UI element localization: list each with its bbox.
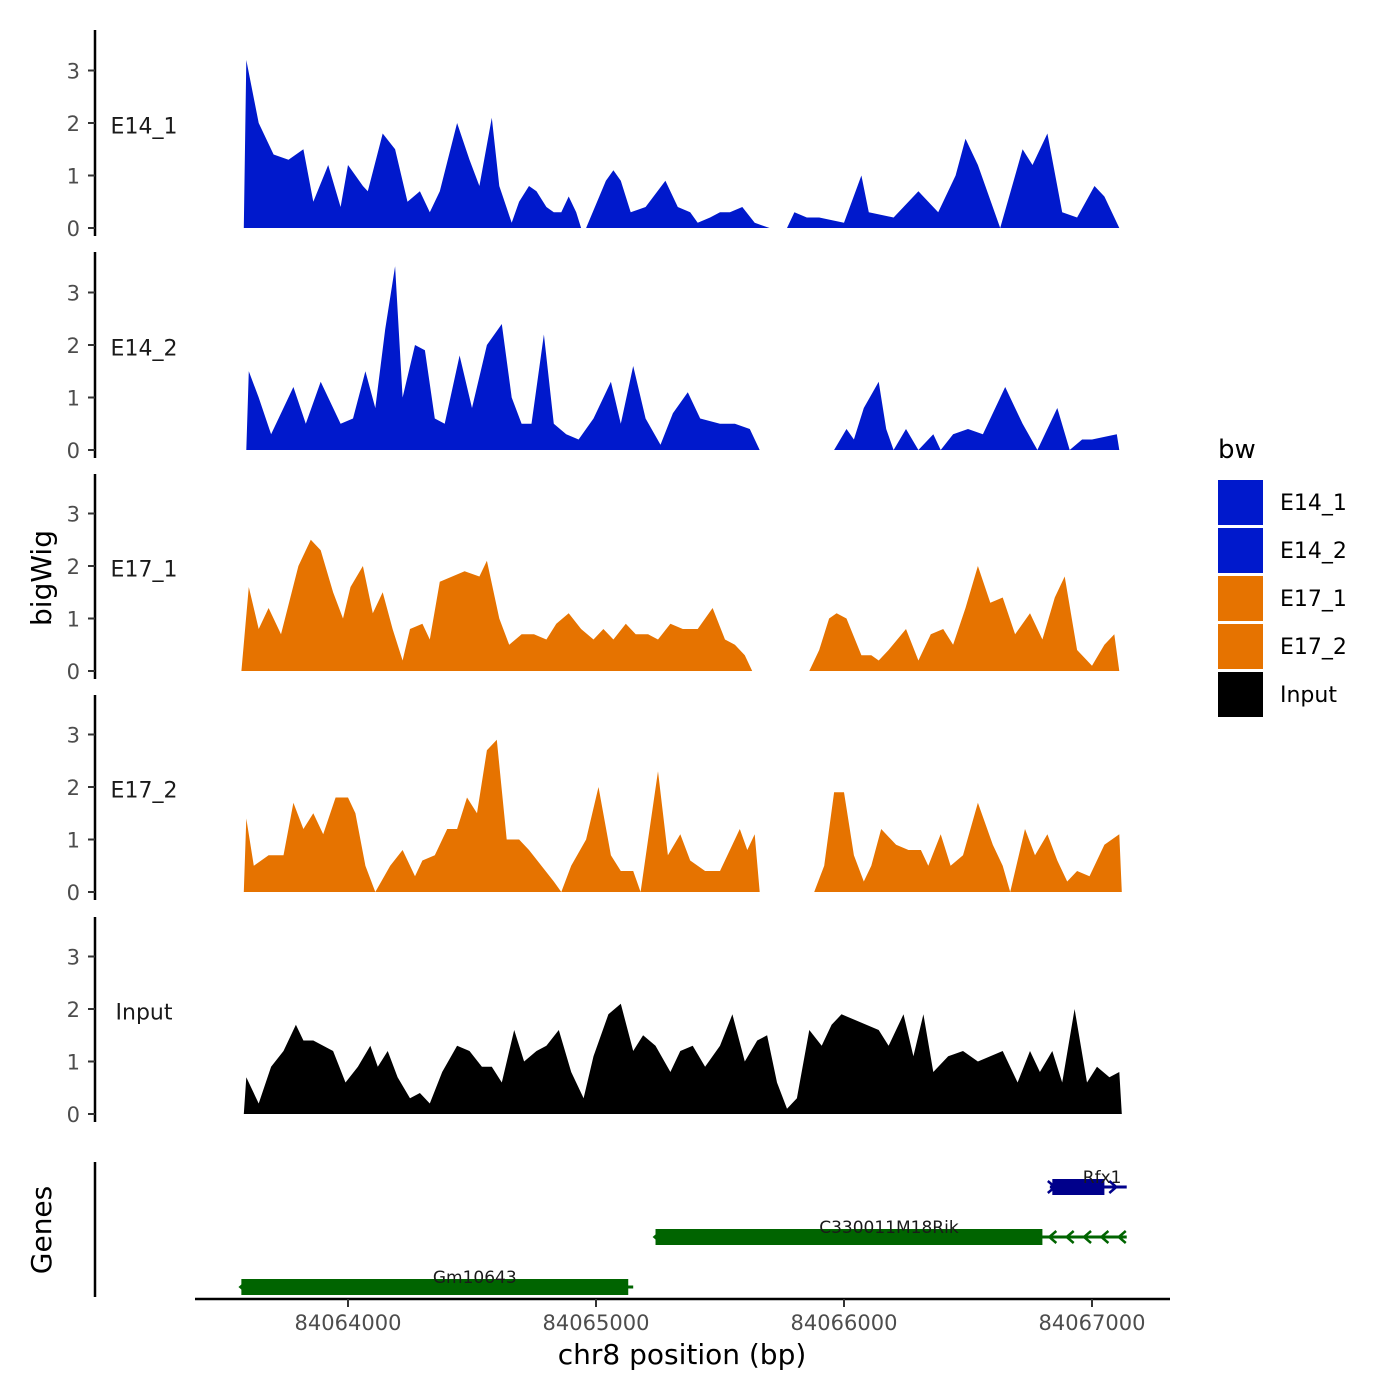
legend-swatch [1218,528,1263,573]
strand-arrow [1047,1230,1058,1244]
legend-item: Input [1218,672,1337,717]
coverage-area [809,566,1120,671]
coverage-area [814,792,1122,892]
coverage-area [834,381,1120,450]
legend-item: E14_1 [1218,480,1347,525]
x-tick-label: 84065000 [543,1311,650,1335]
legend: bw E14_1 E14_2 E17_1 E17_2 Input [1218,435,1347,717]
x-axis: 84064000 84065000 84066000 84067000 chr8 po… [195,1297,1170,1371]
legend-label: Input [1280,683,1337,708]
legend-swatch [1218,480,1263,525]
y-tick-label: 3 [67,60,80,84]
strand-arrow [1047,1180,1057,1194]
gene-exon-block [241,1279,629,1295]
coverage-area [246,266,760,450]
y-tick-label: 2 [67,555,80,579]
legend-title: bw [1218,435,1256,465]
gene-label: Rfx1 [1083,1168,1122,1188]
track-label: Input [116,1001,173,1026]
coverage-area [243,1003,1122,1114]
gene-label: C330011M18Rik [819,1218,959,1238]
legend-item: E17_2 [1218,624,1347,669]
y-tick-label: 0 [67,1103,80,1127]
track-label: E17_1 [111,558,178,583]
coverage-area [787,133,1120,228]
strand-arrow [1116,1230,1127,1244]
track-label: E14_2 [111,337,178,362]
y-tick-label: 2 [67,998,80,1022]
track-e17-1: 0 1 2 3 E17_1 [67,474,1120,684]
coverage-tracks: 0 1 2 3 E14_1 0 1 2 3 E14_2 0 1 2 3 E17_1 0 1 2 3 E17_2 0 1 2 3… [67,30,1122,1127]
x-axis-title: chr8 position (bp) [558,1338,807,1371]
genes-panel: Genes Rfx1 C330011M18Rik Gm10643 [25,1162,1127,1297]
y-tick-label: 0 [67,881,80,905]
coverage-area [243,60,582,228]
legend-item: E14_2 [1218,528,1347,573]
y-tick-label: 3 [67,946,80,970]
y-tick-label: 2 [67,776,80,800]
y-tick-label: 2 [67,112,80,136]
track-e17-2: 0 1 2 3 E17_2 [67,695,1122,905]
y-tick-label: 0 [67,217,80,241]
legend-label: E14_1 [1280,491,1347,516]
legend-label: E17_1 [1280,587,1347,612]
track-e14-1: 0 1 2 3 E14_1 [67,30,1120,241]
track-label: E14_1 [111,115,178,140]
gene-annotations: Rfx1 C330011M18Rik Gm10643 [238,1168,1127,1295]
y-tick-label: 3 [67,724,80,748]
legend-label: E14_2 [1280,539,1347,564]
legend-item: E17_1 [1218,576,1347,621]
legend-swatch [1218,576,1263,621]
y-tick-label: 0 [67,439,80,463]
y-tick-label: 1 [67,1051,80,1075]
genes-panel-title: Genes [25,1186,58,1274]
coverage-area [241,539,753,671]
gene-rfx1: Rfx1 [1047,1168,1127,1195]
strand-arrow [238,1280,249,1294]
y-tick-label: 0 [67,660,80,684]
x-tick-label: 84067000 [1039,1311,1146,1335]
gene-label: Gm10643 [433,1268,517,1288]
y-axis-title: bigWig [25,530,58,626]
y-tick-label: 3 [67,282,80,306]
gene-exon-block [655,1229,1043,1245]
y-tick-label: 3 [67,503,80,527]
x-tick-label: 84066000 [791,1311,898,1335]
y-tick-label: 1 [67,165,80,189]
coverage-area [586,170,770,228]
gene-exon-block [1052,1179,1105,1195]
legend-swatch [1218,672,1263,717]
track-label: E17_2 [111,779,178,804]
track-e14-2: 0 1 2 3 E14_2 [67,252,1120,463]
track-input: 0 1 2 3 Input [67,917,1122,1127]
strand-arrow [652,1230,663,1244]
legend-swatch [1218,624,1263,669]
strand-arrow [1099,1230,1110,1244]
y-tick-label: 1 [67,608,80,632]
legend-label: E17_2 [1280,635,1347,660]
y-tick-label: 2 [67,334,80,358]
strand-arrow [1108,1180,1119,1194]
y-tick-label: 1 [67,387,80,411]
coverage-area [243,739,760,892]
x-tick-label: 84064000 [295,1311,402,1335]
y-tick-label: 1 [67,829,80,853]
gene-gm10643: Gm10643 [238,1268,634,1295]
gene-c330011m18rik: C330011M18Rik [652,1218,1127,1245]
strand-arrow [1082,1230,1092,1244]
strand-arrow [1064,1230,1075,1244]
